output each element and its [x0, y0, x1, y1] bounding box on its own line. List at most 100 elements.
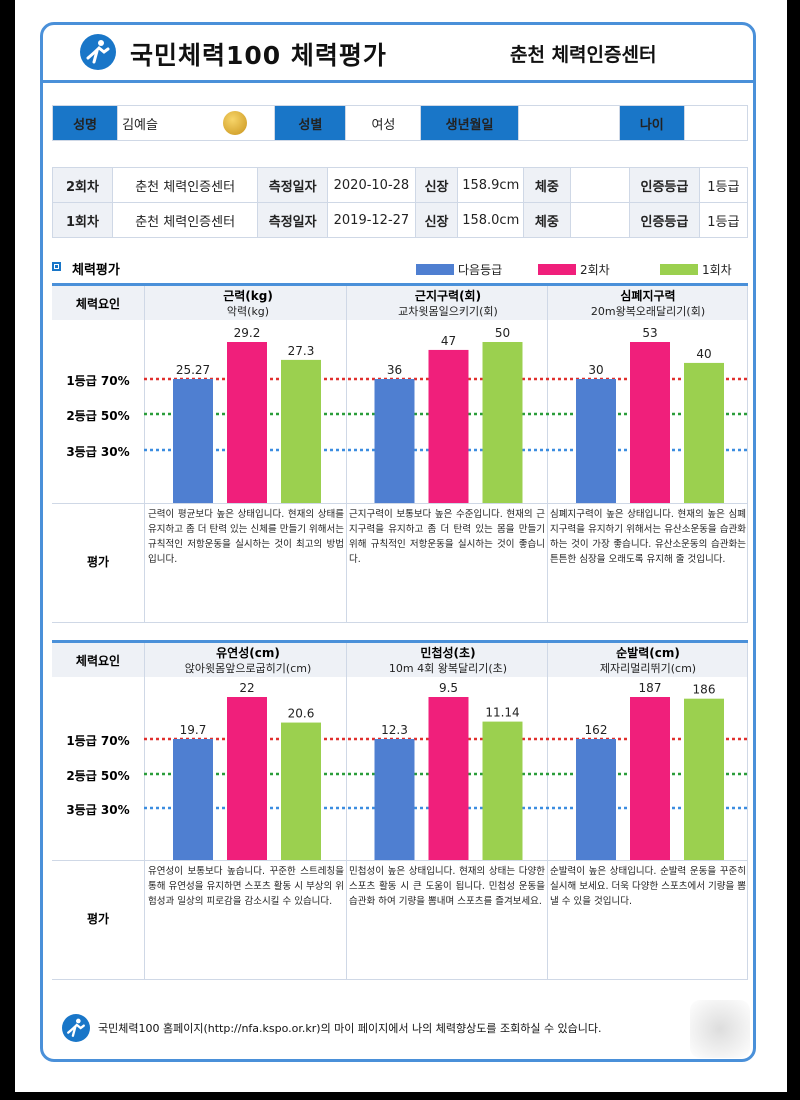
chart-title: 유연성(cm) [216, 646, 280, 660]
chart-title: 민첩성(초) [420, 646, 476, 660]
bar-chart-area: 19.7 22 20.6 12.3 9.5 11.14 162 187 186 [144, 681, 748, 860]
visits-table: 2회차 춘천 체력인증센터 측정일자 2020-10-28 신장 158.9cm… [52, 167, 749, 238]
weight-label: 체중 [523, 202, 571, 238]
bar-value-label: 22 [239, 681, 254, 695]
birth-label: 생년월일 [420, 105, 519, 141]
bar [173, 379, 213, 503]
bar [428, 349, 469, 503]
height-label: 신장 [414, 202, 459, 238]
eval-label: 평가 [86, 912, 110, 926]
visit-row: 1회차 춘천 체력인증센터 측정일자 2019-12-27 신장 158.0cm… [52, 202, 749, 238]
grade1-label: 1등급 70% [66, 374, 130, 388]
runner-logo-icon [80, 34, 116, 70]
center-name: 춘천 체력인증센터 [510, 44, 657, 66]
bar [482, 721, 523, 860]
visit-weight [569, 202, 631, 238]
bar [630, 697, 670, 860]
bar-value-label: 47 [441, 334, 456, 348]
bar [173, 739, 213, 860]
panel-top-rule [52, 640, 748, 643]
report-frame [40, 22, 756, 1062]
bar-value-label: 186 [693, 683, 716, 697]
footer-text: 국민체력100 홈페이지(http://nfa.kspo.or.kr)의 마이 … [98, 1022, 602, 1035]
legend-label: 2회차 [580, 263, 610, 277]
grade1-label: 1등급 70% [66, 734, 130, 748]
bar [281, 359, 321, 503]
chart-subtitle: 20m왕복오래달리기(회) [590, 305, 706, 318]
age-label: 나이 [618, 105, 685, 141]
chart-subtitle: 10m 4회 왕복달리기(초) [388, 662, 508, 675]
name-text: 김예슬 [122, 117, 158, 133]
bar-value-label: 29.2 [234, 326, 261, 340]
legend-swatch [660, 264, 698, 275]
section-bullet-icon [52, 262, 61, 271]
fitness-panel-2: 체력요인 유연성(cm) 앉아윗몸앞으로굽히기(cm) 민첩성(초) 10m 4… [52, 640, 748, 980]
height-label: 신장 [414, 167, 459, 203]
bar [227, 342, 267, 503]
chart-title: 근지구력(회) [414, 289, 482, 303]
report-footer: 국민체력100 홈페이지(http://nfa.kspo.or.kr)의 마이 … [62, 1012, 742, 1044]
eval-text: 근지구력이 보통보다 높은 수준입니다. 현재의 근지구력을 유지하고 좀 더 … [349, 509, 545, 565]
report-header: 국민체력100 체력평가 춘천 체력인증센터 [42, 26, 754, 83]
visit-round: 2회차 [52, 167, 113, 203]
gender-value: 여성 [345, 105, 422, 141]
chart-title: 근력(kg) [223, 289, 273, 303]
legend-next-grade: 다음등급 [416, 261, 502, 278]
row-divider [52, 622, 748, 623]
chart-title: 심폐지구력 [620, 289, 676, 303]
panel-header-row [52, 286, 748, 320]
runner-logo-icon [62, 1014, 90, 1042]
visit-row: 2회차 춘천 체력인증센터 측정일자 2020-10-28 신장 158.9cm… [52, 167, 749, 203]
eval-text: 순발력이 높은 상태입니다. 순발력 운동을 꾸준히 실시해 보세요. 더욱 다… [550, 866, 746, 907]
visit-center: 춘천 체력인증센터 [111, 202, 259, 238]
grade-label: 인증등급 [629, 202, 700, 238]
col-divider [144, 643, 145, 980]
bar [374, 379, 415, 503]
person-info-table: 성명 김예슬 성별 여성 생년월일 나이 [51, 105, 749, 141]
grade3-label: 3등급 30% [66, 445, 130, 459]
gold-medal-icon [223, 111, 248, 135]
chart-subtitle: 교차윗몸일으키기(회) [398, 305, 498, 318]
bar-chart-area: 25.27 29.2 27.3 36 47 50 30 53 40 [144, 326, 748, 503]
bar [482, 342, 523, 503]
bar-value-label: 11.14 [485, 706, 519, 720]
visit-grade: 1등급 [698, 202, 749, 238]
bar [281, 722, 321, 860]
visit-weight [569, 167, 631, 203]
panel-top-rule [52, 283, 748, 286]
col-divider [547, 643, 548, 980]
qr-code-icon [690, 1000, 750, 1058]
bar-value-label: 40 [696, 347, 711, 361]
grade2-label: 2등급 50% [66, 769, 130, 783]
visit-date: 2020-10-28 [327, 167, 416, 203]
bar-value-label: 9.5 [439, 681, 458, 695]
legend-label: 다음등급 [458, 263, 503, 277]
bar [576, 739, 616, 860]
visit-height: 158.9cm [457, 167, 525, 203]
panel-header-row [52, 643, 748, 677]
legend-round-2: 2회차 [538, 261, 610, 278]
bar-value-label: 19.7 [180, 723, 207, 737]
row-divider [52, 979, 748, 980]
section-title: 체력평가 [72, 263, 120, 278]
bar [576, 379, 616, 503]
visit-height: 158.0cm [457, 202, 525, 238]
legend-round-1: 1회차 [660, 261, 732, 278]
row-divider [52, 503, 748, 504]
name-value: 김예슬 [117, 105, 276, 141]
age-value [683, 105, 749, 141]
bar-value-label: 12.3 [381, 723, 408, 737]
col-divider [144, 286, 145, 623]
factor-label: 체력요인 [75, 296, 121, 311]
legend-label: 1회차 [702, 263, 732, 277]
visit-round: 1회차 [52, 202, 113, 238]
bar [374, 739, 415, 860]
grade-label: 인증등급 [629, 167, 700, 203]
chart-title: 순발력(cm) [616, 646, 680, 660]
date-label: 측정일자 [257, 167, 328, 203]
eval-text: 근력이 평균보다 높은 상태입니다. 현재의 상태를 유지하고 좀 더 탄력 있… [148, 509, 344, 565]
col-divider [346, 643, 347, 980]
eval-text: 심폐지구력이 높은 상태입니다. 현재의 높은 심폐지구력을 유지하기 위해서는… [550, 509, 746, 565]
fitness-panel-1: 체력요인 근력(kg) 악력(kg) 근지구력(회) 교차윗몸일으키기(회) 심… [52, 283, 748, 623]
bar-value-label: 53 [642, 326, 657, 340]
